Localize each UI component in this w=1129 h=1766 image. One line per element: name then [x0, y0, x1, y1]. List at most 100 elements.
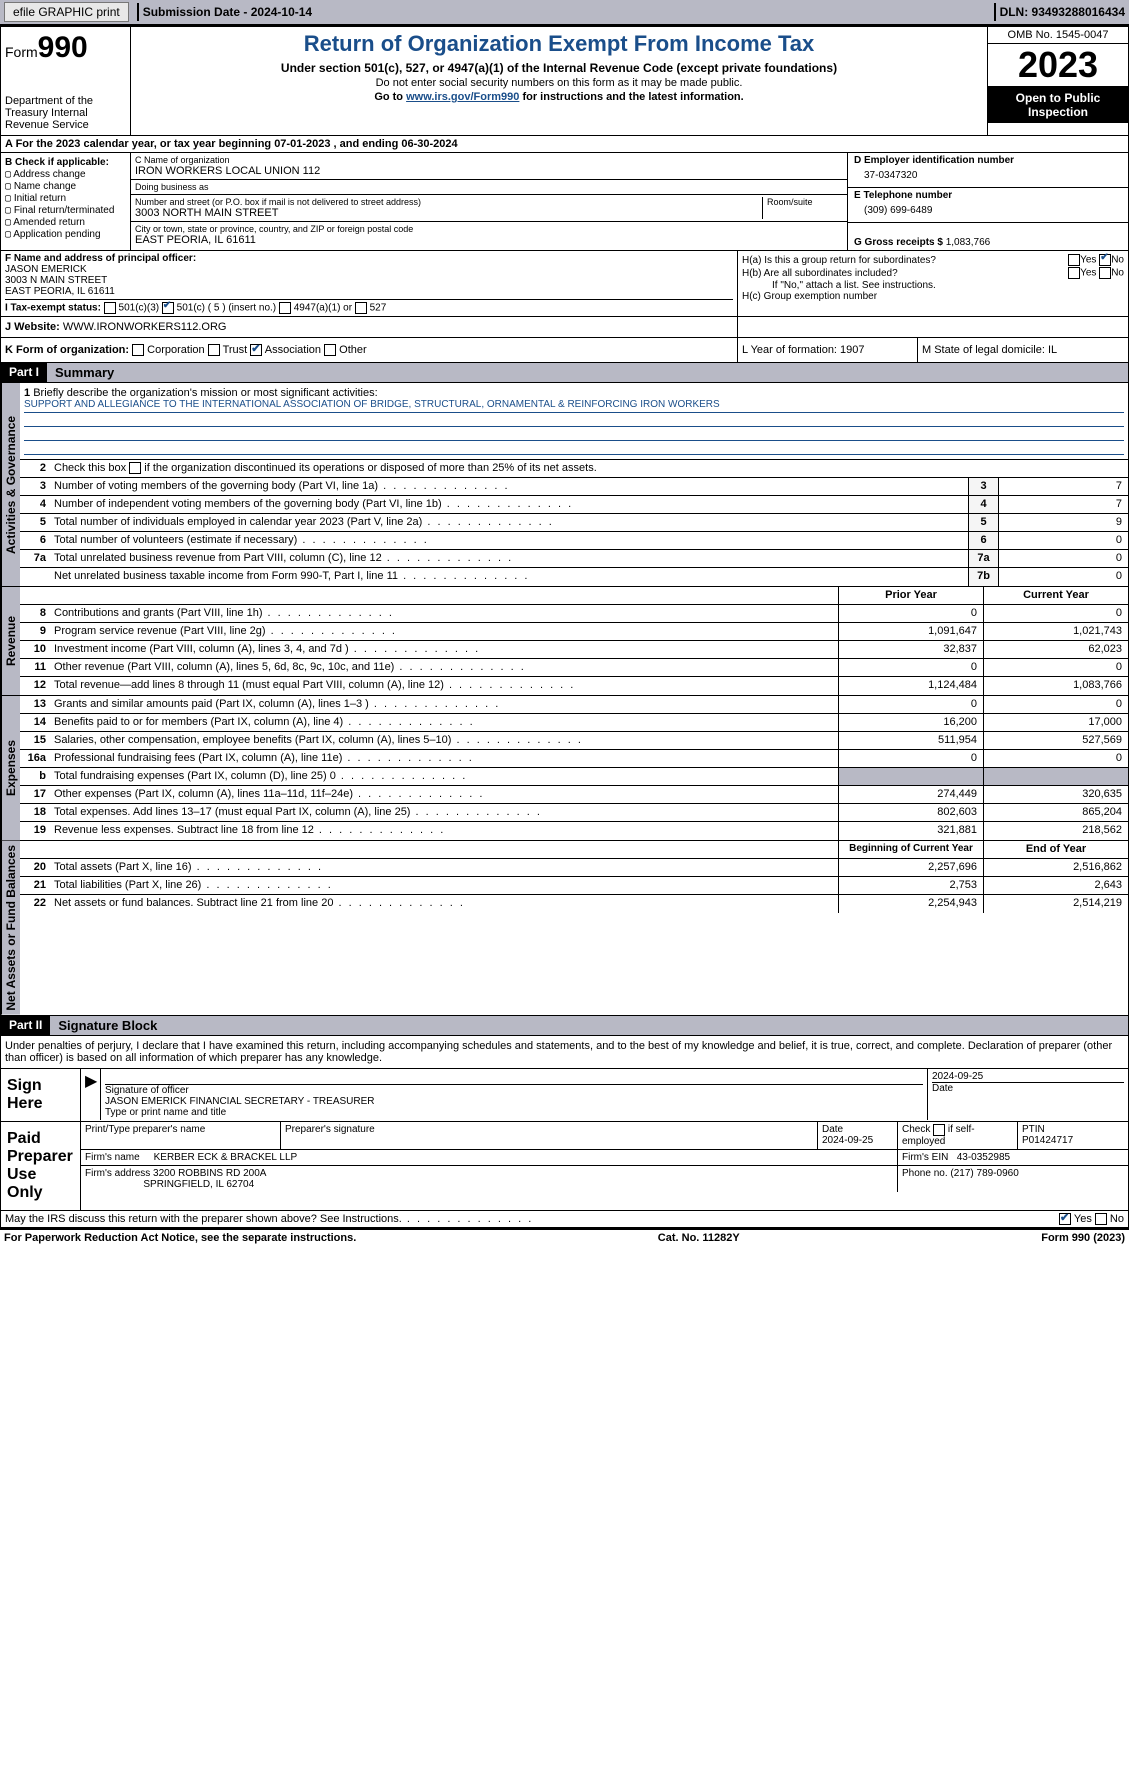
section-f-h: F Name and address of principal officer:… — [0, 251, 1129, 317]
cb-amended-return[interactable]: ▢ Amended return — [5, 217, 126, 228]
submission-date: Submission Date - 2024-10-14 — [143, 5, 312, 19]
row-k-form-org: K Form of organization: Corporation Trus… — [0, 338, 1129, 363]
part1-badge: Part I — [1, 363, 47, 382]
governance-section: Activities & Governance 1 Briefly descri… — [0, 383, 1129, 587]
discuss-row: May the IRS discuss this return with the… — [0, 1211, 1129, 1228]
ssn-note: Do not enter social security numbers on … — [135, 77, 983, 89]
ha-label: H(a) Is this a group return for subordin… — [742, 255, 936, 266]
footer-right: Form 990 (2023) — [1041, 1232, 1125, 1244]
cb-4947[interactable] — [279, 302, 291, 314]
arrow-icon: ▶ — [81, 1069, 101, 1120]
goto-prefix: Go to — [374, 91, 406, 103]
hb-label: H(b) Are all subordinates included? — [742, 268, 898, 279]
cb-name-change[interactable]: ▢ Name change — [5, 181, 126, 192]
form-title: Return of Organization Exempt From Incom… — [135, 31, 983, 57]
goto-suffix: for instructions and the latest informat… — [519, 91, 743, 103]
cb-other[interactable] — [324, 344, 336, 356]
sign-date-label: Date — [932, 1083, 1124, 1094]
cb-discuss-yes[interactable] — [1059, 1213, 1071, 1225]
box-h-group: H(a) Is this a group return for subordin… — [738, 251, 1128, 316]
firm-name: KERBER ECK & BRACKEL LLP — [154, 1152, 298, 1163]
cb-hb-no[interactable] — [1099, 267, 1111, 279]
irs-link[interactable]: www.irs.gov/Form990 — [406, 91, 519, 103]
part2-header-row: Part II Signature Block — [0, 1016, 1129, 1036]
table-row: 16aProfessional fundraising fees (Part I… — [20, 750, 1128, 768]
ptin-value: P01424717 — [1022, 1135, 1073, 1146]
table-row: 21Total liabilities (Part X, line 26)2,7… — [20, 877, 1128, 895]
table-row: 5Total number of individuals employed in… — [20, 514, 1128, 532]
cb-self-employed[interactable] — [933, 1124, 945, 1136]
box-b-checkboxes: B Check if applicable: ▢ Address change … — [1, 153, 131, 250]
omb-number: OMB No. 1545-0047 — [988, 27, 1128, 44]
col-current-year: Current Year — [983, 587, 1128, 604]
cb-hb-yes[interactable] — [1068, 267, 1080, 279]
firm-addr2: SPRINGFIELD, IL 62704 — [143, 1179, 254, 1190]
table-row: Net unrelated business taxable income fr… — [20, 568, 1128, 586]
open-inspection: Open to Public Inspection — [988, 87, 1128, 123]
col-prior-year: Prior Year — [838, 587, 983, 604]
prep-date-label: Date — [822, 1124, 843, 1135]
org-name: IRON WORKERS LOCAL UNION 112 — [135, 165, 843, 177]
efile-print-button[interactable]: efile GRAPHIC print — [4, 2, 129, 22]
divider — [994, 3, 996, 21]
net-assets-section: Net Assets or Fund Balances xBeginning o… — [0, 841, 1129, 1016]
cb-initial-return[interactable]: ▢ Initial return — [5, 193, 126, 204]
cb-501c3[interactable] — [104, 302, 116, 314]
mission-blank-line — [24, 427, 1124, 441]
cb-corp[interactable] — [132, 344, 144, 356]
sign-here-block: Sign Here ▶ Signature of officerJASON EM… — [0, 1069, 1129, 1122]
part1-title: Summary — [47, 363, 1128, 382]
table-row: 12Total revenue—add lines 8 through 11 (… — [20, 677, 1128, 695]
cb-discuss-no[interactable] — [1095, 1213, 1107, 1225]
table-row: 19Revenue less expenses. Subtract line 1… — [20, 822, 1128, 840]
form-title-box: Return of Organization Exempt From Incom… — [131, 27, 988, 135]
table-row: 8Contributions and grants (Part VIII, li… — [20, 605, 1128, 623]
cb-discontinued[interactable] — [129, 462, 141, 474]
room-label: Room/suite — [767, 197, 843, 207]
type-print-label: Type or print name and title — [105, 1107, 923, 1118]
ptin-label: PTIN — [1022, 1124, 1045, 1135]
paid-preparer-label: Paid Preparer Use Only — [1, 1122, 81, 1210]
officer-name: JASON EMERICK — [5, 264, 733, 275]
sign-here-label: Sign Here — [1, 1069, 81, 1121]
cb-501c[interactable] — [162, 302, 174, 314]
mission-blank-line — [24, 413, 1124, 427]
mission-block: 1 Briefly describe the organization's mi… — [20, 383, 1128, 460]
cb-assoc[interactable] — [250, 344, 262, 356]
hc-label: H(c) Group exemption number — [742, 291, 1124, 302]
divider — [137, 3, 139, 21]
paid-preparer-block: Paid Preparer Use Only Print/Type prepar… — [0, 1122, 1129, 1211]
cb-ha-yes[interactable] — [1068, 254, 1080, 266]
expenses-section: Expenses 13Grants and similar amounts pa… — [0, 696, 1129, 841]
box-f-officer: F Name and address of principal officer:… — [1, 251, 738, 316]
box-c-org-info: C Name of organizationIRON WORKERS LOCAL… — [131, 153, 848, 250]
firm-ein: 43-0352985 — [957, 1152, 1010, 1163]
cb-ha-no[interactable] — [1099, 254, 1111, 266]
cb-trust[interactable] — [208, 344, 220, 356]
phone-value: (309) 699-6489 — [854, 201, 1122, 220]
cb-527[interactable] — [355, 302, 367, 314]
street-value: 3003 NORTH MAIN STREET — [135, 207, 758, 219]
year-formation: L Year of formation: 1907 — [738, 338, 918, 362]
mission-blank-line — [24, 441, 1124, 455]
cb-application-pending[interactable]: ▢ Application pending — [5, 229, 126, 240]
revenue-section: Revenue bPrior YearCurrent Year 8Contrib… — [0, 587, 1129, 696]
preparer-name-label: Print/Type preparer's name — [81, 1122, 281, 1149]
ein-label: D Employer identification number — [854, 155, 1122, 166]
row-j-website: J Website: WWW.IRONWORKERS112.ORG — [0, 317, 1129, 338]
tax-exempt-label: I Tax-exempt status: — [5, 303, 101, 314]
table-row: 14Benefits paid to or for members (Part … — [20, 714, 1128, 732]
form-subtitle: Under section 501(c), 527, or 4947(a)(1)… — [135, 61, 983, 75]
table-row: 13Grants and similar amounts paid (Part … — [20, 696, 1128, 714]
prep-date: 2024-09-25 — [822, 1135, 873, 1146]
form-header: Form990 Department of the Treasury Inter… — [0, 26, 1129, 136]
row-a-tax-year: A For the 2023 calendar year, or tax yea… — [0, 136, 1129, 153]
section-b-through-g: B Check if applicable: ▢ Address change … — [0, 153, 1129, 251]
cb-address-change[interactable]: ▢ Address change — [5, 169, 126, 180]
cb-final-return[interactable]: ▢ Final return/terminated — [5, 205, 126, 216]
dept-treasury: Department of the Treasury Internal Reve… — [5, 95, 126, 131]
preparer-sig-label: Preparer's signature — [281, 1122, 818, 1149]
table-row: 6Total number of volunteers (estimate if… — [20, 532, 1128, 550]
table-row: 9Program service revenue (Part VIII, lin… — [20, 623, 1128, 641]
sidebar-expenses: Expenses — [1, 696, 20, 840]
